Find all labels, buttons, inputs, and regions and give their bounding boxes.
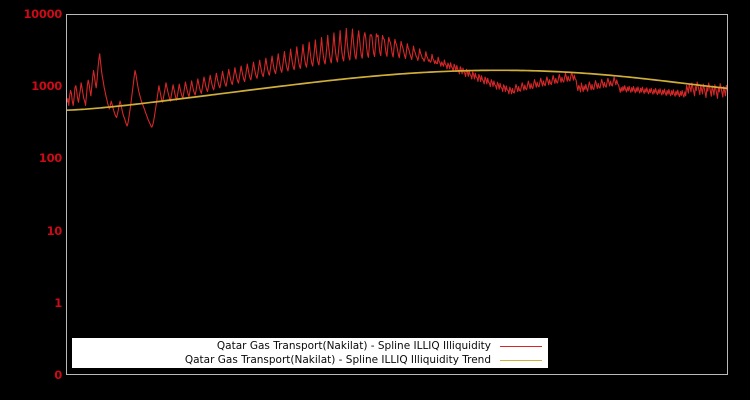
y-tick-label: 0	[54, 368, 62, 382]
plot-area	[66, 14, 728, 375]
legend-line-swatch-icon	[500, 345, 542, 347]
illiquidity-trend-line	[67, 69, 727, 112]
y-tick-label: 10000	[23, 7, 62, 21]
y-tick-label: 1000	[31, 79, 62, 94]
legend-item-label: Qatar Gas Transport(Nakilat) - Spline IL…	[216, 340, 491, 352]
y-tick-label: 10	[46, 223, 63, 238]
chart-legend: Qatar Gas Transport(Nakilat) - Spline IL…	[72, 338, 548, 368]
y-tick-label: 1	[54, 295, 62, 310]
y-axis: 10000 1000 100 10 1 0	[0, 0, 62, 400]
illiquidity-series-line	[67, 27, 727, 128]
y-tick-label: 100	[38, 151, 62, 166]
legend-item-illiquidity[interactable]: Qatar Gas Transport(Nakilat) - Spline IL…	[217, 339, 544, 353]
legend-item-label: Qatar Gas Transport(Nakilat) - Spline IL…	[184, 354, 491, 366]
series-canvas	[67, 27, 727, 128]
legend-item-illiquidity-trend[interactable]: Qatar Gas Transport(Nakilat) - Spline IL…	[185, 353, 544, 367]
legend-line-swatch-icon	[500, 359, 542, 361]
